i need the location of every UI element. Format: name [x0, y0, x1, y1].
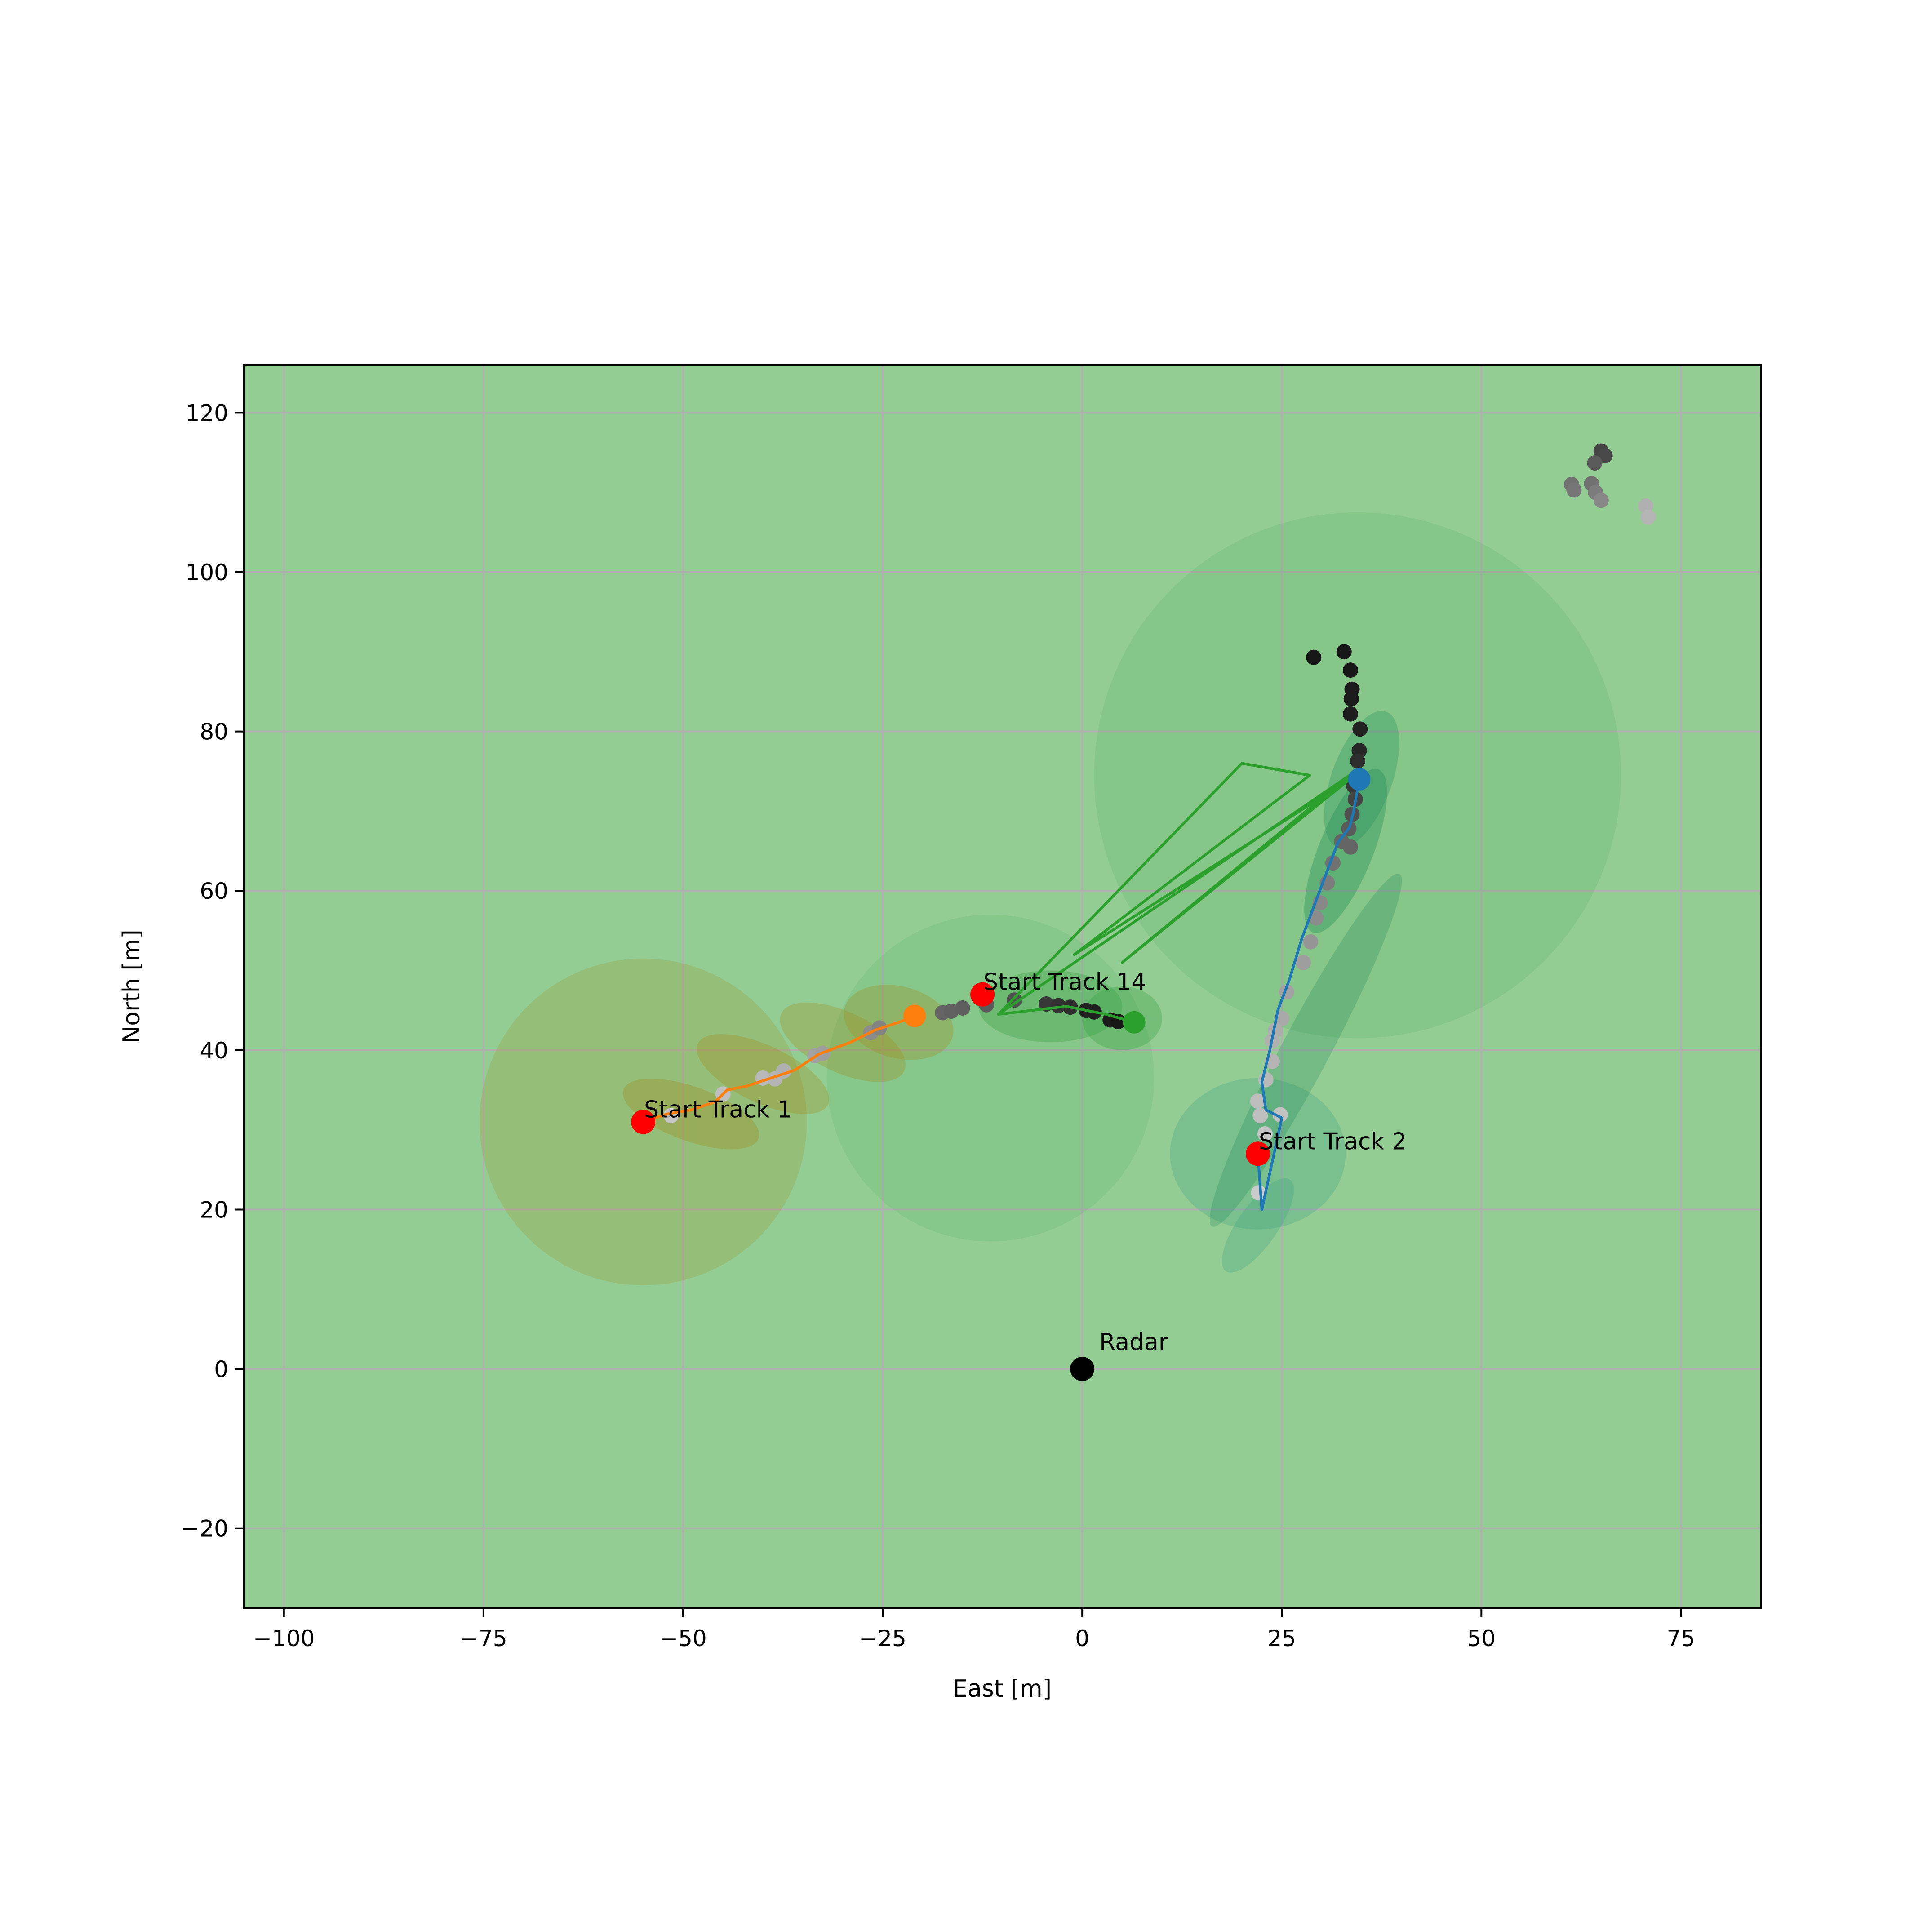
y-tick-label: 120	[186, 400, 228, 426]
grid	[244, 365, 1761, 1608]
detections	[663, 443, 1656, 1201]
tracks	[643, 762, 1361, 1211]
y-tick-label: 0	[214, 1356, 228, 1382]
x-tick-label: 25	[1267, 1626, 1296, 1652]
detection-point	[1640, 509, 1656, 525]
y-tick-label: 40	[200, 1038, 228, 1064]
detection-point	[1342, 706, 1358, 722]
uncertainty-ellipse	[1221, 1178, 1294, 1273]
uncertainty-regions	[480, 512, 1621, 1285]
track-start-label: Start Track 1	[644, 1096, 792, 1123]
y-tick-label: 100	[186, 560, 228, 586]
detection-point	[955, 1000, 970, 1016]
plot-frame	[243, 364, 1762, 1609]
detection-point	[1007, 992, 1022, 1008]
x-tick-label: −25	[859, 1626, 906, 1652]
detection-point	[1336, 644, 1352, 660]
x-tick-label: 50	[1467, 1626, 1496, 1652]
detection-point	[1303, 934, 1319, 950]
y-axis-title: North [m]	[118, 929, 145, 1043]
detection-point	[1250, 1093, 1266, 1109]
detection-point	[1257, 1126, 1273, 1142]
uncertainty-ellipse	[826, 915, 1154, 1242]
detection-point	[1350, 753, 1365, 769]
detection-point	[1251, 1185, 1266, 1201]
radar-marker	[1070, 1357, 1095, 1381]
detection-point	[1306, 649, 1322, 665]
x-tick-label: −100	[253, 1626, 315, 1652]
x-axis-title: East [m]	[953, 1675, 1052, 1702]
detection-point	[1343, 691, 1359, 706]
detection-point	[1352, 721, 1368, 737]
markers: Start Track 1 Start Track 2 Start Track 14…	[631, 768, 1407, 1381]
track-start-label: Start Track 2	[1259, 1128, 1407, 1155]
track-start-label: Start Track 14	[983, 969, 1146, 996]
track-line	[1256, 779, 1361, 1211]
uncertainty-ellipse	[1209, 873, 1402, 1227]
track-line	[643, 1014, 915, 1124]
x-tick-label: −50	[659, 1626, 707, 1652]
radar-label: Radar	[1099, 1329, 1168, 1356]
y-tick-label: 20	[200, 1197, 228, 1223]
track-current-position	[903, 1004, 926, 1027]
y-tick-label: 80	[200, 719, 228, 745]
track-start-marker	[1245, 1141, 1270, 1166]
x-tick-label: −75	[460, 1626, 507, 1652]
detection-point	[1252, 1108, 1268, 1124]
track-start-marker	[970, 982, 995, 1007]
y-tick-label: −20	[181, 1516, 228, 1542]
detection-point	[1566, 482, 1582, 498]
detection-point	[1587, 455, 1603, 471]
detection-point	[1050, 998, 1066, 1013]
axis-ticks: −100 −75 −50 −25 0 25 50 75 −20 0 20 40 60 80 100 120	[181, 400, 1695, 1652]
track-start-marker	[631, 1110, 656, 1134]
detection-point	[1593, 493, 1609, 508]
y-tick-label: 60	[200, 878, 228, 904]
track-line	[997, 762, 1351, 1024]
detection-point	[1258, 1072, 1274, 1088]
detection-point	[1272, 1107, 1288, 1123]
x-tick-label: 0	[1075, 1626, 1089, 1652]
track-current-position	[1348, 768, 1371, 791]
detection-point	[1342, 662, 1358, 678]
x-tick-label: 75	[1667, 1626, 1696, 1652]
uncertainty-ellipse	[780, 1002, 906, 1082]
detection-point	[1296, 955, 1311, 970]
uncertainty-ellipse	[623, 1078, 759, 1150]
track-current-position	[1123, 1011, 1146, 1034]
